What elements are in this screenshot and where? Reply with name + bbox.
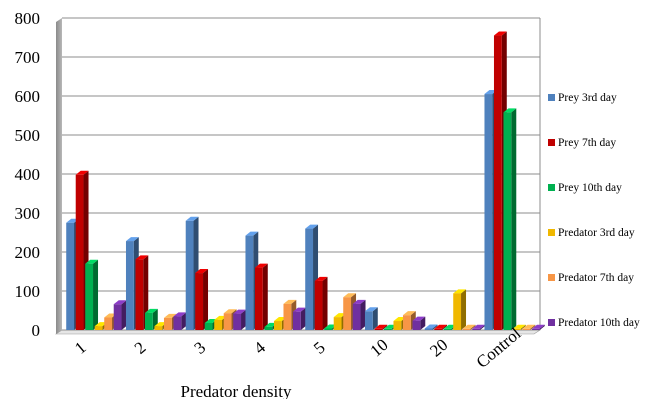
x-tick-label: 5 [310, 338, 329, 358]
x-tick-label: 2 [131, 338, 150, 358]
y-tick-label: 700 [15, 48, 41, 67]
floor [55, 329, 541, 335]
bar [453, 289, 467, 330]
legend-swatch [548, 139, 555, 146]
bar [434, 324, 448, 330]
y-axis-ticks: 0 100 200 300 400 500 600 700 800 [15, 9, 41, 340]
y-tick-label: 0 [32, 321, 41, 340]
bar [292, 307, 306, 330]
bar [522, 324, 536, 330]
x-tick-label: 1 [71, 338, 90, 358]
x-tick-label: 3 [190, 338, 209, 358]
legend-label: Predator 7th day [558, 272, 634, 284]
y-tick-label: 300 [15, 204, 41, 223]
y-tick-label: 500 [15, 126, 41, 145]
bar [173, 312, 187, 330]
legend-item: Predator 3rd day [548, 227, 635, 239]
bar [472, 324, 486, 330]
y-tick-label: 200 [15, 243, 41, 262]
legend-item: Prey 7th day [548, 137, 616, 149]
bar [374, 324, 388, 330]
legend-swatch [548, 94, 555, 101]
bar [424, 324, 438, 330]
bar [233, 309, 247, 330]
legend-swatch [548, 229, 555, 236]
bar [462, 324, 476, 330]
bar [503, 108, 517, 330]
legend-label: Prey 7th day [558, 137, 616, 149]
legend-item: Predator 7th day [548, 272, 634, 284]
legend: Prey 3rd day Prey 7th day Prey 10th day Pre… [548, 92, 640, 329]
legend-swatch [548, 184, 555, 191]
legend-label: Prey 10th day [558, 182, 622, 194]
legend-label: Prey 3rd day [558, 92, 617, 104]
bar [531, 324, 545, 330]
y-tick-label: 100 [15, 282, 41, 301]
legend-swatch [548, 274, 555, 281]
x-axis-title: Predator density [181, 382, 292, 399]
x-tick-label: 10 [366, 335, 391, 360]
bar [364, 307, 378, 330]
chart-walls [55, 18, 541, 335]
y-tick-label: 800 [15, 9, 41, 28]
x-tick-label: 4 [250, 337, 269, 357]
bar [254, 263, 268, 330]
legend-item: Predator 10th day [548, 317, 640, 329]
bar [412, 316, 426, 330]
bar [314, 276, 328, 330]
x-tick-label: 20 [426, 335, 451, 360]
legend-item: Prey 3rd day [548, 92, 617, 104]
y-tick-label: 400 [15, 165, 41, 184]
legend-swatch [548, 319, 555, 326]
bars [66, 31, 545, 331]
legend-item: Prey 10th day [548, 182, 622, 194]
bar [85, 259, 99, 330]
bar [113, 300, 127, 330]
bar [352, 299, 366, 330]
bar [512, 324, 526, 330]
bar [195, 269, 209, 330]
legend-label: Predator 10th day [558, 317, 640, 329]
side-wall [56, 18, 62, 334]
legend-label: Predator 3rd day [558, 227, 635, 239]
y-tick-label: 600 [15, 87, 41, 106]
